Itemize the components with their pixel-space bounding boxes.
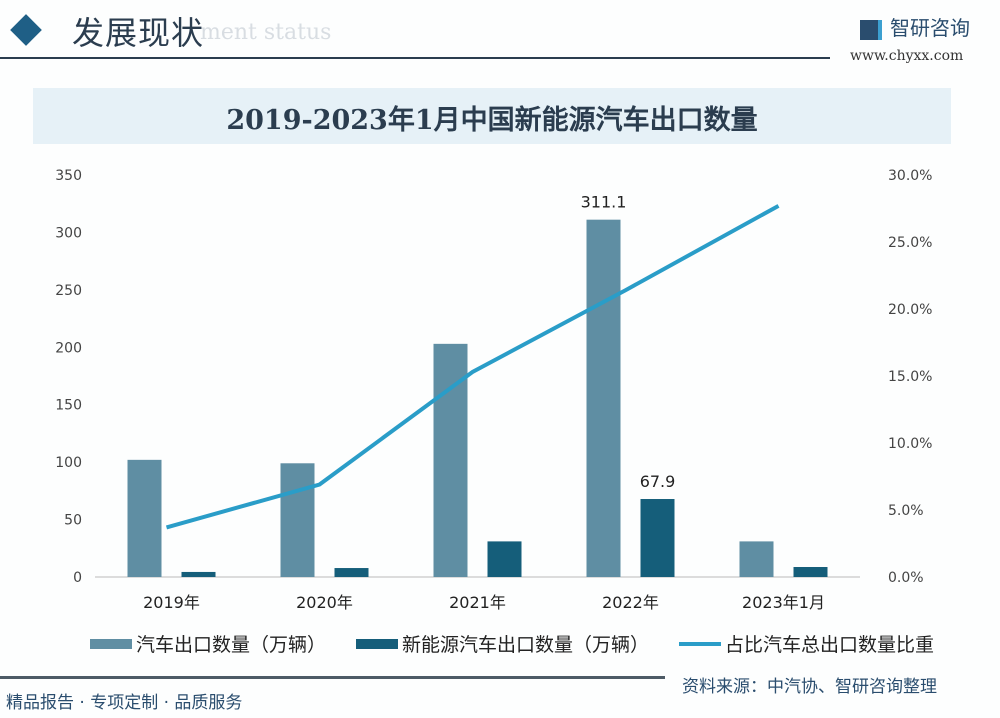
- legend-item-share: 占比汽车总出口数量比重: [679, 630, 934, 657]
- y2-tick-label: 10.0%: [888, 436, 932, 452]
- bar-total: [127, 459, 162, 577]
- bar-total: [433, 343, 468, 577]
- y2-tick-label: 25.0%: [888, 235, 932, 251]
- chart-title: 2019-2023年1月中国新能源汽车出口数量: [226, 105, 758, 136]
- chart-title-band: 2019-2023年1月中国新能源汽车出口数量: [33, 88, 951, 144]
- bar-total: [280, 463, 315, 577]
- x-tick-label: 2021年: [449, 593, 506, 612]
- legend-label: 占比汽车总出口数量比重: [725, 634, 935, 656]
- legend-label: 新能源汽车出口数量（万辆）: [402, 634, 650, 656]
- y2-tick-label: 20.0%: [888, 302, 932, 318]
- x-tick-label: 2019年: [143, 593, 200, 612]
- data-label: 311.1: [581, 193, 627, 212]
- brand: 智研咨询: [860, 12, 970, 41]
- brand-url: www.chyxx.com: [850, 48, 964, 64]
- y-tick-label: 350: [55, 168, 82, 184]
- y-tick-label: 0: [73, 570, 82, 586]
- legend-swatch: [356, 638, 399, 649]
- bar-total: [739, 541, 774, 577]
- x-tick-label: 2022年: [602, 593, 659, 612]
- line-share: [165, 204, 780, 530]
- y-tick-label: 50: [64, 513, 82, 529]
- bar-total: [586, 219, 621, 577]
- footer-divider: [0, 676, 665, 679]
- bar-nev: [640, 499, 675, 577]
- bar-nev: [487, 541, 522, 577]
- y-tick-label: 200: [55, 340, 82, 356]
- legend-item-total: 汽车出口数量（万辆）: [90, 630, 326, 657]
- brand-logo-icon: [860, 19, 882, 40]
- bar-nev: [181, 571, 216, 577]
- y2-tick-label: 5.0%: [888, 503, 924, 519]
- footer-slogan: 精品报告 · 专项定制 · 品质服务: [6, 693, 243, 713]
- x-tick-label: 2023年1月: [742, 593, 825, 612]
- header-divider: [0, 57, 830, 59]
- y-tick-label: 100: [55, 455, 82, 471]
- x-tick-label: 2020年: [296, 593, 353, 612]
- y2-tick-label: 30.0%: [888, 168, 932, 184]
- legend: 汽车出口数量（万辆） 新能源汽车出口数量（万辆） 占比汽车总出口数量比重: [90, 630, 934, 657]
- y-tick-label: 150: [55, 398, 82, 414]
- legend-item-nev: 新能源汽车出口数量（万辆）: [356, 630, 649, 657]
- bar-nev: [793, 567, 828, 577]
- y-tick-label: 250: [55, 283, 82, 299]
- legend-swatch: [679, 641, 722, 646]
- header-title: 发展现状: [72, 14, 205, 52]
- legend-swatch: [90, 638, 132, 649]
- legend-label: 汽车出口数量（万辆）: [136, 634, 327, 656]
- data-label: 67.9: [640, 472, 676, 491]
- y-tick-label: 300: [55, 225, 82, 241]
- y2-tick-label: 0.0%: [888, 570, 924, 586]
- y2-tick-label: 15.0%: [888, 369, 932, 385]
- footer-source: 资料来源：中汽协、智研咨询整理: [682, 677, 937, 697]
- bar-nev: [334, 568, 369, 577]
- brand-name: 智研咨询: [890, 16, 970, 40]
- header-subtitle: ment status: [200, 20, 332, 45]
